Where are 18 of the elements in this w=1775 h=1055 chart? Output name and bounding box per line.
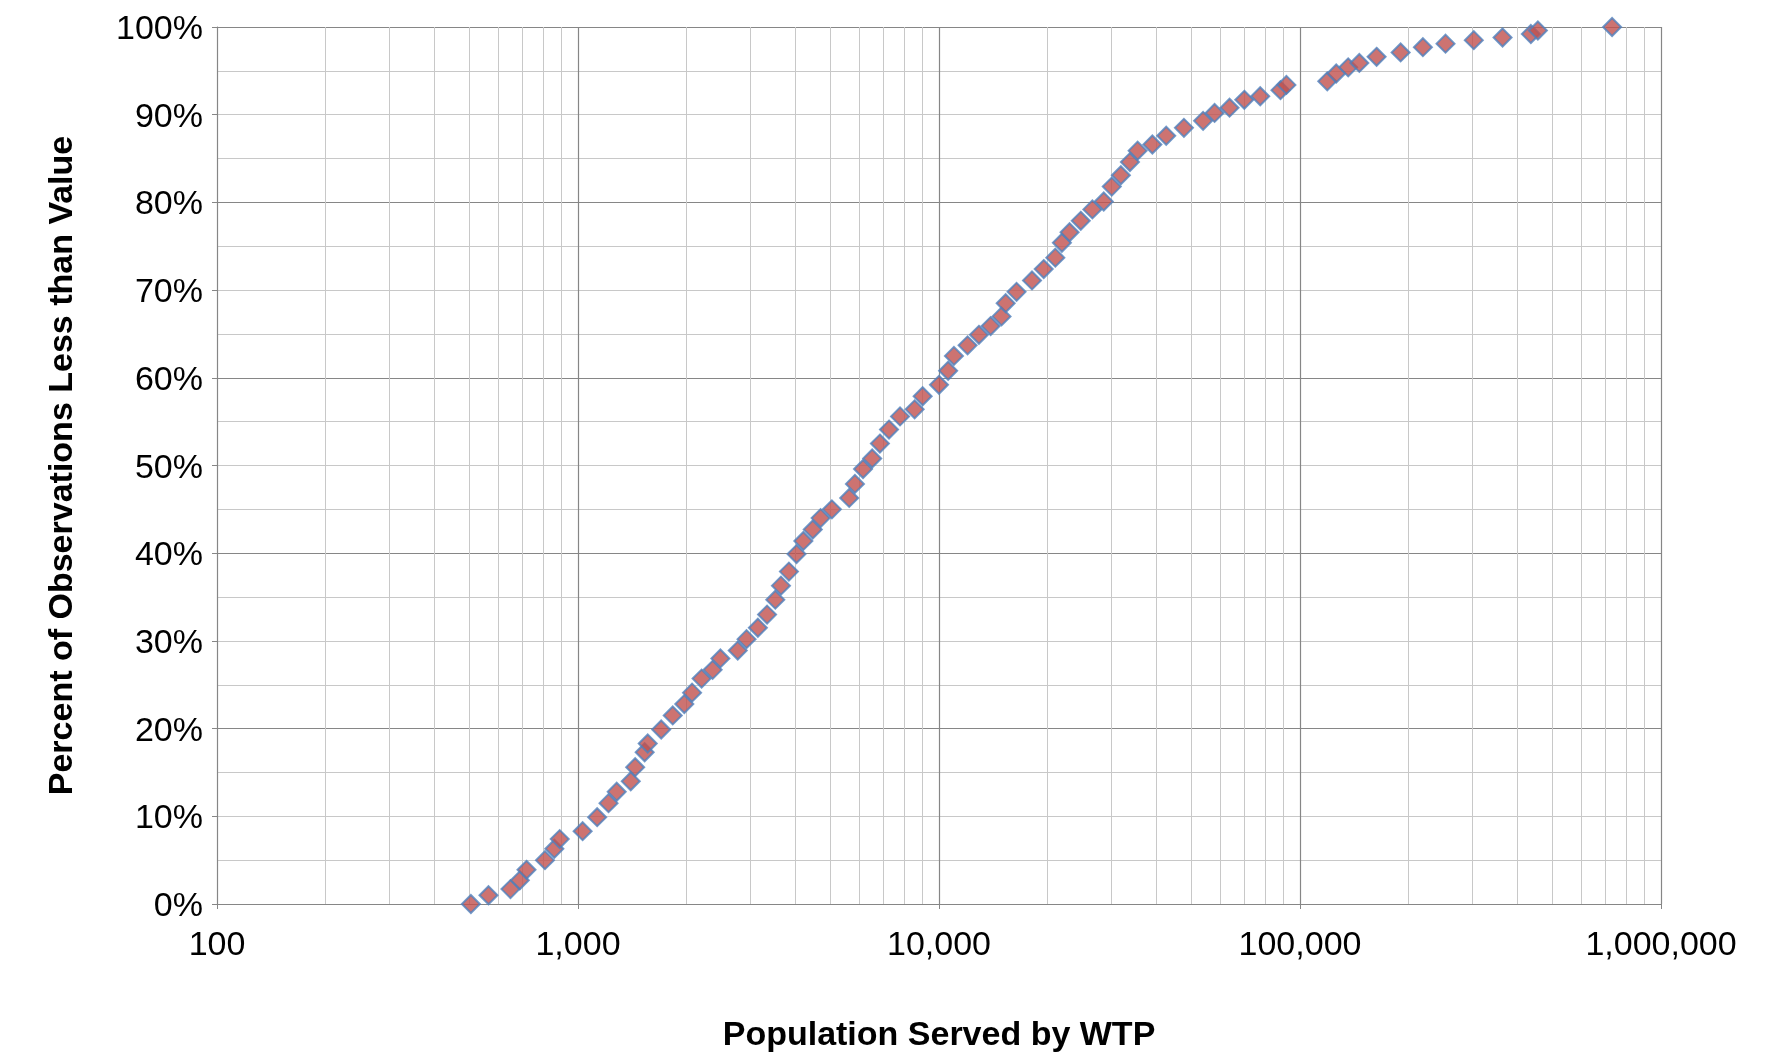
y-tick-label: 0% [153,885,203,923]
y-tick-label: 10% [134,797,203,836]
y-tick-label: 70% [134,271,203,310]
x-tick-label: 1,000 [535,924,621,962]
x-tick-label: 10,000 [887,924,991,962]
y-tick-label: 30% [134,621,203,660]
y-tick-label: 50% [134,446,203,485]
x-tick-label: 100 [188,924,246,962]
x-tick-label: 100,000 [1238,924,1362,962]
x-tick-label: 1,000,000 [1585,924,1737,962]
y-tick-label: 80% [134,183,203,222]
y-tick-label: 100% [116,8,203,46]
y-axis-title: Percent of Observations Less than Value [41,135,79,796]
y-tick-label: 20% [134,709,203,748]
x-axis-title: Population Served by WTP [722,1014,1156,1052]
y-tick-label: 60% [134,358,203,397]
y-tick-label: 90% [134,95,203,134]
y-tick-label: 40% [134,534,203,573]
